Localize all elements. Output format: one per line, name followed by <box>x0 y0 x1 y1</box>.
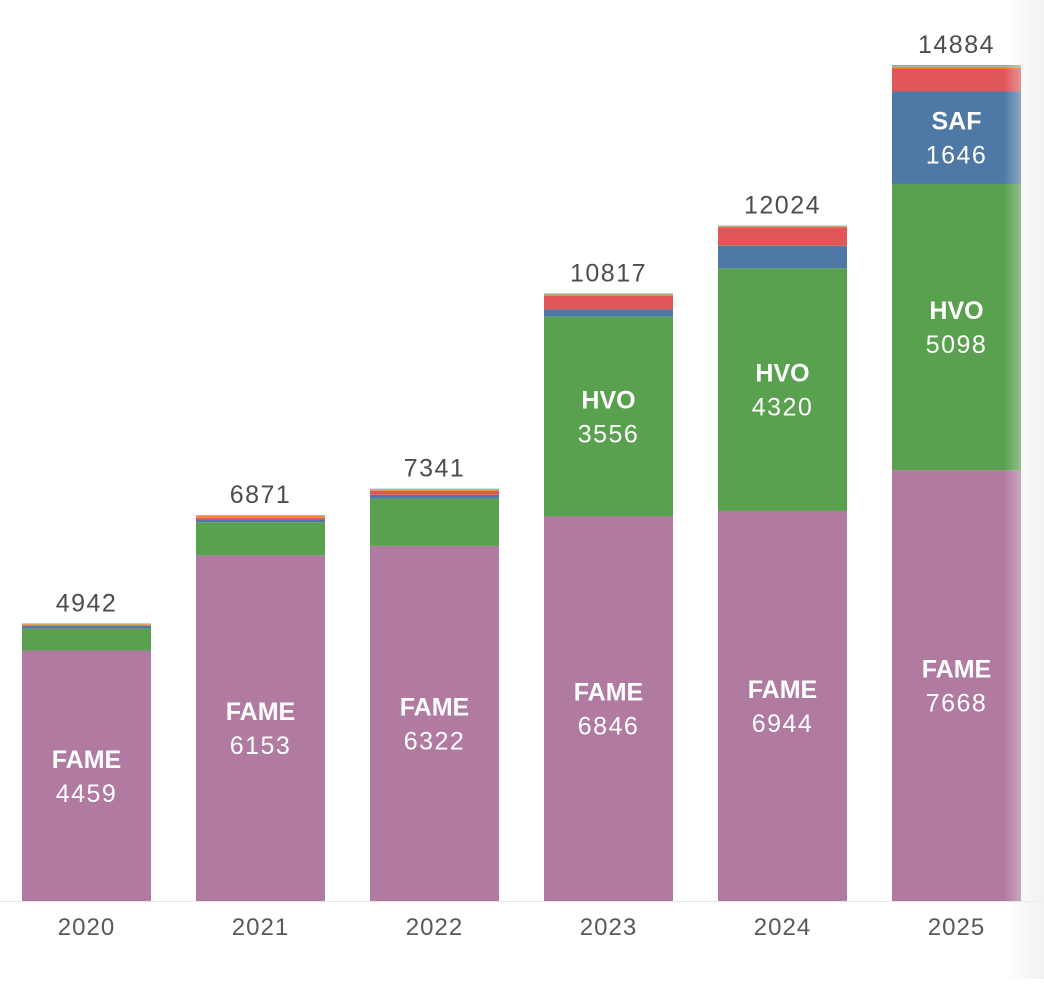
segment-name-label: FAME <box>922 656 991 684</box>
bar-2025-orange <box>892 66 1021 69</box>
segment-value-label: 1646 <box>926 142 988 170</box>
bar-2024-fame <box>718 510 847 901</box>
bar-2021-orange <box>196 515 325 519</box>
bar-2023-hvo <box>544 316 673 517</box>
bar-group-2020 <box>22 623 151 901</box>
bar-2024-red <box>718 227 847 246</box>
segment-name-label: SAF <box>932 108 982 136</box>
bar-2023-orange <box>544 294 673 296</box>
bar-group-2024 <box>718 225 847 901</box>
segment-value-label: 6846 <box>578 713 640 741</box>
bars-layer <box>22 65 1021 901</box>
total-label-2022: 7341 <box>404 455 466 483</box>
bar-2021-fame <box>196 555 325 901</box>
segment-value-label: 4459 <box>56 780 118 808</box>
bar-2020-teal <box>22 623 151 625</box>
bar-2022-orange <box>370 489 499 491</box>
bar-2020-saf <box>22 625 151 629</box>
bar-2022-saf <box>370 494 499 499</box>
bar-2024-saf <box>718 245 847 269</box>
total-label-2020: 4942 <box>56 589 118 617</box>
bar-2025-hvo <box>892 183 1021 471</box>
bar-2024-orange <box>718 226 847 228</box>
segment-value-label: 6322 <box>404 727 466 755</box>
category-labels-layer: 2020 2021 2022 2023 2024 2025 <box>58 914 985 941</box>
bar-2023-saf <box>544 309 673 317</box>
x-tick-label-2022: 2022 <box>406 914 463 941</box>
segment-name-label: FAME <box>400 693 469 721</box>
bar-2022-fame <box>370 545 499 901</box>
bar-2022-teal <box>370 488 499 490</box>
segment-name-label: FAME <box>226 698 295 726</box>
bar-2024-hvo <box>718 268 847 511</box>
segment-value-label: 6944 <box>752 710 814 738</box>
bar-2022-red <box>370 490 499 495</box>
segment-value-label: 4320 <box>752 394 814 422</box>
bar-group-2025 <box>892 65 1021 901</box>
segment-value-label: 3556 <box>578 421 640 449</box>
bar-2025-fame <box>892 470 1021 901</box>
total-label-2025: 14884 <box>918 31 995 59</box>
segment-name-label: HVO <box>581 387 635 415</box>
bar-group-2023 <box>544 293 673 901</box>
totals-layer: 4942 6871 7341 10817 12024 14884 <box>56 31 995 617</box>
x-tick-label-2025: 2025 <box>928 914 985 941</box>
bar-2023-red <box>544 295 673 310</box>
segment-value-label: 5098 <box>926 331 988 359</box>
bar-group-2022 <box>370 488 499 901</box>
bar-2020-orange <box>22 624 151 626</box>
segment-name-label: FAME <box>748 676 817 704</box>
total-label-2024: 12024 <box>744 192 821 220</box>
segment-value-label: 7668 <box>926 690 988 718</box>
total-label-2021: 6871 <box>230 481 292 509</box>
bar-2021-teal <box>196 515 325 516</box>
bar-2021-hvo <box>196 522 325 556</box>
bar-group-2021 <box>196 515 325 901</box>
bar-2020-hvo <box>22 628 151 651</box>
bar-2025-red <box>892 68 1021 92</box>
x-tick-label-2021: 2021 <box>232 914 289 941</box>
segment-name-label: FAME <box>574 679 643 707</box>
bar-2021-red <box>196 518 325 520</box>
bar-2024-teal <box>718 225 847 227</box>
bar-2023-fame <box>544 516 673 901</box>
x-tick-label-2020: 2020 <box>58 914 115 941</box>
x-tick-label-2024: 2024 <box>754 914 811 941</box>
bar-2021-saf <box>196 519 325 523</box>
bar-2023-teal <box>544 293 673 295</box>
total-label-2023: 10817 <box>570 259 647 287</box>
bar-2025-saf <box>892 91 1021 184</box>
segment-value-label: 6153 <box>230 732 292 760</box>
bar-2025-teal <box>892 65 1021 67</box>
segment-name-label: HVO <box>755 360 809 388</box>
x-tick-label-2023: 2023 <box>580 914 637 941</box>
bar-2020-red <box>22 625 151 627</box>
segment-labels-layer: FAME 4459 FAME 6153 FAME 6322 FAME 6846 HVO 3556 F… <box>52 108 991 808</box>
bar-2020-fame <box>22 650 151 901</box>
segment-name-label: FAME <box>52 746 121 774</box>
segment-name-label: HVO <box>929 297 983 325</box>
bar-2022-hvo <box>370 498 499 546</box>
